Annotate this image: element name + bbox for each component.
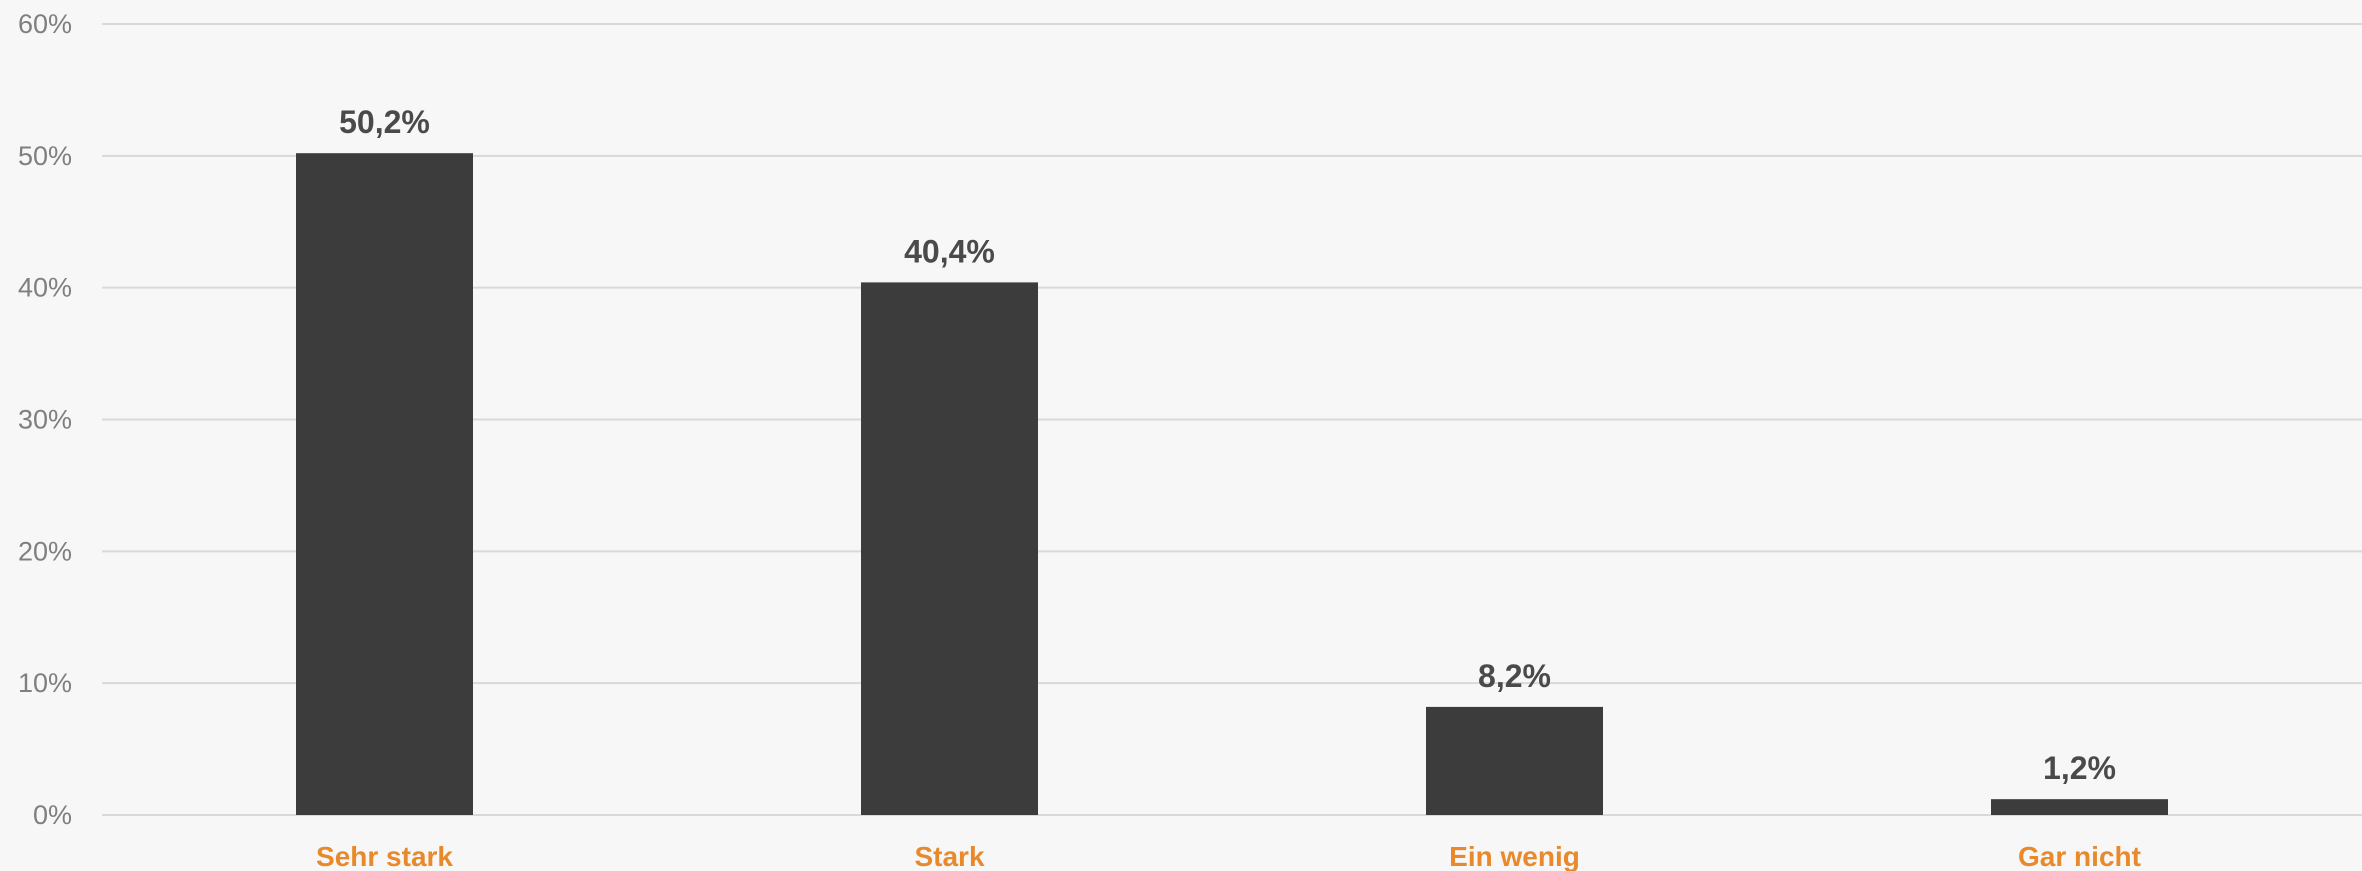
y-tick-label: 0% [33, 800, 72, 830]
category-label: Gar nicht [2018, 841, 2141, 871]
y-tick-label: 40% [18, 273, 72, 303]
y-tick-label: 50% [18, 141, 72, 171]
y-tick-label: 60% [18, 9, 72, 39]
category-labels: Sehr stark Stark Ein wenig Gar nicht [316, 841, 2141, 871]
y-axis-tick-labels: 0% 10% 20% 30% 40% 50% 60% [18, 9, 72, 830]
data-label: 1,2% [2043, 750, 2116, 786]
y-tick-label: 20% [18, 536, 72, 566]
gridlines [102, 23, 2362, 816]
bar-stark [861, 282, 1038, 816]
bar-sehr-stark [296, 153, 473, 816]
data-label: 50,2% [339, 104, 430, 140]
bar-gar-nicht [1991, 799, 2168, 815]
data-label: 40,4% [904, 233, 995, 269]
category-label: Stark [914, 841, 984, 871]
y-tick-label: 30% [18, 405, 72, 435]
data-label: 8,2% [1478, 658, 1551, 694]
y-tick-label: 10% [18, 668, 72, 698]
bars [296, 153, 2168, 816]
data-labels: 50,2% 40,4% 8,2% 1,2% [339, 104, 2116, 786]
bar-ein-wenig [1426, 706, 1603, 815]
category-label: Ein wenig [1449, 841, 1580, 871]
category-label: Sehr stark [316, 841, 453, 871]
